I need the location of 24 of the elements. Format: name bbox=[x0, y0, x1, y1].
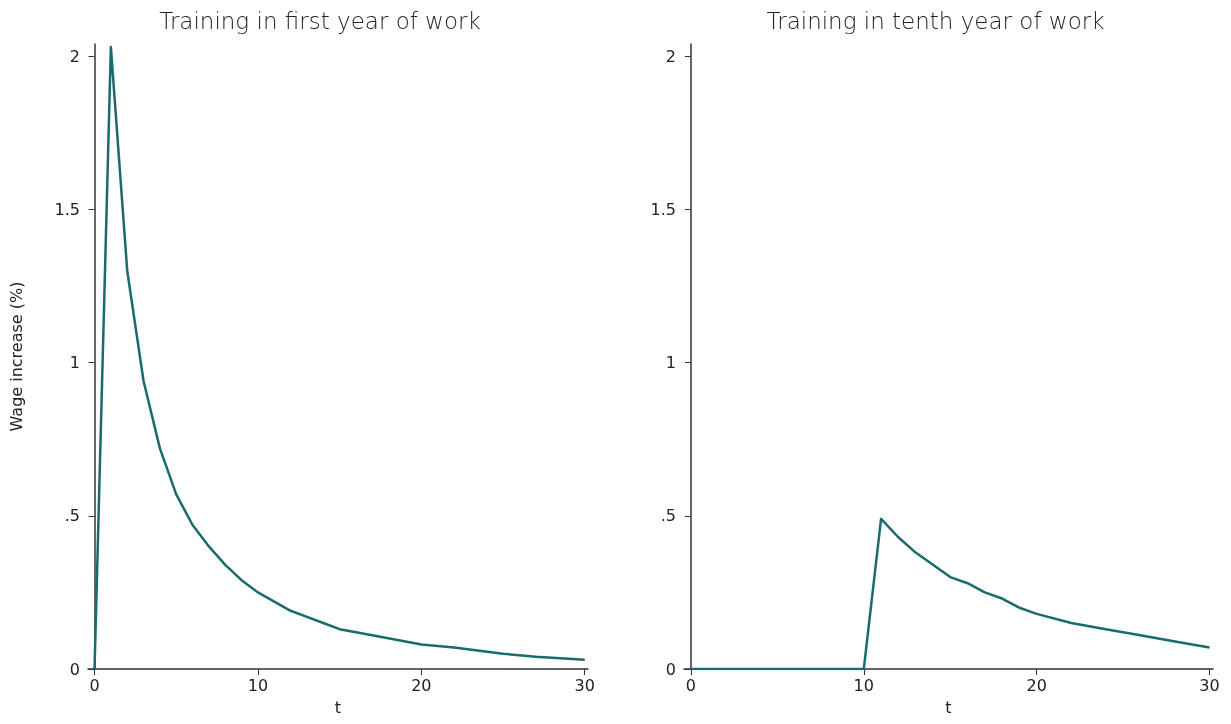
y-tick-label: 1 bbox=[69, 353, 80, 373]
x-tick-label: 30 bbox=[574, 675, 595, 695]
y-tick-label: 1.5 bbox=[650, 199, 676, 219]
x-tick-label: 10 bbox=[247, 675, 269, 695]
y-tick-label: 0 bbox=[69, 659, 80, 679]
x-tick-label: 20 bbox=[1026, 675, 1047, 695]
chart-title: Training in first year of work bbox=[159, 7, 481, 34]
y-tick-label: 2 bbox=[69, 46, 80, 66]
y-tick-label: 1.5 bbox=[54, 199, 80, 219]
x-axis-title: t bbox=[334, 697, 342, 717]
x-tick-label: 10 bbox=[853, 675, 874, 695]
x-axis-title: t bbox=[945, 697, 952, 717]
y-axis-title: Wage increase (%) bbox=[6, 281, 26, 432]
y-tick-label: 0 bbox=[665, 659, 676, 679]
chart-title: Training in tenth year of work bbox=[766, 7, 1105, 34]
y-tick-label: 2 bbox=[665, 46, 676, 66]
y-tick-label: 1 bbox=[665, 353, 676, 373]
y-tick-label: .5 bbox=[64, 506, 80, 526]
line-series bbox=[689, 517, 1211, 671]
x-tick-label: 0 bbox=[685, 675, 697, 695]
x-tick-label: 0 bbox=[89, 675, 100, 695]
x-tick-label: 30 bbox=[1199, 675, 1220, 695]
y-tick-label: .5 bbox=[660, 506, 676, 526]
x-tick-label: 20 bbox=[411, 675, 432, 695]
